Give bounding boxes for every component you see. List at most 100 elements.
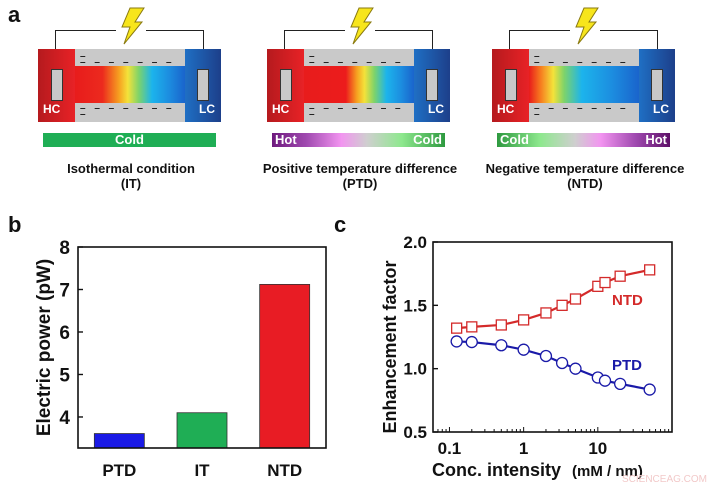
electrode-left [280, 69, 292, 101]
series-label-ptd: PTD [612, 357, 642, 374]
x-axis-label: Conc. intensity [432, 460, 561, 480]
data-point-ntd [540, 307, 552, 319]
condition-caption: Isothermal condition (IT) [0, 161, 264, 191]
cell-diagram: HC LC – – – – – – – – – – – – – – – – – … [38, 7, 224, 191]
y-tick-label: 6 [59, 323, 70, 344]
bar-it [176, 412, 228, 449]
panel-a-label: a [8, 2, 21, 27]
channel-frame: HC LC – – – – – – – – – – – – – – – – – … [38, 49, 221, 122]
surface-charge-bottom: – – – – – – – – – – – – – – [534, 106, 633, 112]
x-axis-unit: (mM / nm) [572, 463, 643, 480]
x-tick-label: 10 [588, 439, 607, 458]
temperature-right-label: Cold [413, 132, 442, 147]
temperature-label: Cold [115, 132, 144, 147]
x-tick-label: IT [194, 461, 210, 480]
temperature-left-label: Cold [500, 132, 529, 147]
lc-label: LC [428, 102, 444, 116]
temperature-right-label: Hot [645, 132, 667, 147]
electrode-right [651, 69, 663, 101]
cell-diagram: HC LC – – – – – – – – – – – – – – – – – … [486, 7, 684, 191]
data-point-ntd [495, 319, 507, 331]
nanochannel-gradient [529, 66, 639, 103]
condition-title: Negative temperature difference [485, 161, 685, 176]
y-tick-label: 2.0 [403, 233, 427, 252]
bar-ptd [93, 433, 145, 449]
condition-abbr: (IT) [120, 176, 142, 191]
x-tick-label: 0.1 [438, 439, 462, 458]
electrode-left [505, 69, 517, 101]
lightning-bolt-icon [345, 7, 375, 45]
condition-abbr: (PTD) [342, 176, 378, 191]
condition-title: Positive temperature difference [262, 161, 458, 176]
data-point-ptd [517, 343, 530, 356]
panel-c-label: c [334, 212, 347, 237]
x-tick-label: 1 [519, 439, 528, 458]
temperature-bar: Cold Hot [497, 133, 670, 147]
data-point-ntd [644, 264, 656, 276]
data-point-ntd [614, 270, 626, 282]
watermark: SCIENCEAG.COM [622, 474, 708, 485]
data-point-ntd [599, 276, 611, 289]
hc-label: HC [497, 102, 515, 116]
channel-frame: HC LC – – – – – – – – – – – – – – – – – … [267, 49, 450, 122]
lightning-bolt-icon [116, 7, 146, 45]
surface-charge-top: – – – – – – – – – – – – – – [80, 60, 179, 66]
data-point-ntd [450, 322, 463, 334]
hc-label: HC [43, 102, 61, 116]
data-point-ptd [555, 356, 569, 370]
y-tick-label: 5 [59, 365, 70, 386]
data-point-ptd [569, 362, 582, 375]
plot-frame [432, 241, 673, 433]
data-point-ntd [517, 314, 530, 326]
data-point-ptd [643, 383, 656, 396]
y-tick-label: 0.5 [403, 423, 427, 442]
condition-abbr: (NTD) [567, 176, 603, 191]
cell-diagram: HC LC – – – – – – – – – – – – – – – – – … [263, 7, 457, 191]
surface-charge-bottom: – – – – – – – – – – – – – – [309, 106, 408, 112]
condition-caption: Positive temperature difference (PTD) [227, 161, 493, 191]
surface-charge-top: – – – – – – – – – – – – – – [534, 60, 633, 66]
surface-charge-top: – – [80, 54, 179, 60]
electrode-left [51, 69, 63, 101]
data-point-ptd [465, 335, 478, 349]
x-tick-label: NTD [267, 461, 302, 480]
y-tick-label: 7 [59, 280, 70, 301]
temperature-left-label: Hot [275, 132, 297, 147]
lc-label: LC [199, 102, 215, 116]
surface-charge-bottom: – – [534, 112, 633, 118]
hc-label: HC [272, 102, 290, 116]
data-point-ptd [613, 377, 627, 391]
data-point-ptd [539, 349, 553, 363]
channel-frame: HC LC – – – – – – – – – – – – – – – – – … [492, 49, 675, 122]
y-tick-label: 1.5 [403, 296, 427, 315]
temperature-bar: Hot Cold [272, 133, 445, 147]
data-point-ntd [556, 299, 568, 311]
surface-charge-top: – – [309, 54, 408, 60]
y-axis-label: Electric power (pW) [34, 259, 55, 436]
panel-b-label: b [8, 212, 22, 237]
lc-label: LC [653, 102, 669, 116]
low-concentration-reservoir: LC [185, 49, 221, 122]
x-tick-label: PTD [102, 461, 136, 480]
nanochannel-gradient [304, 66, 414, 103]
condition-caption: Negative temperature difference (NTD) [452, 161, 718, 191]
bar-ntd [259, 283, 311, 449]
temperature-bar: Cold [43, 133, 216, 147]
electrode-right [426, 69, 438, 101]
surface-charge-bottom: – – [80, 112, 179, 118]
y-axis-label: Enhancement factor [380, 260, 400, 433]
series-label-ntd: NTD [612, 292, 643, 309]
y-tick-label: 8 [59, 238, 70, 259]
data-point-ptd [495, 339, 508, 352]
surface-charge-top: – – [534, 54, 633, 60]
data-point-ptd [450, 335, 463, 348]
data-point-ntd [569, 293, 582, 305]
condition-title: Isothermal condition [67, 161, 195, 176]
nanochannel-gradient [75, 66, 185, 103]
electrode-right [197, 69, 209, 101]
surface-charge-top: – – – – – – – – – – – – – – [309, 60, 408, 66]
data-point-ntd [466, 321, 478, 333]
lightning-bolt-icon [570, 7, 600, 45]
